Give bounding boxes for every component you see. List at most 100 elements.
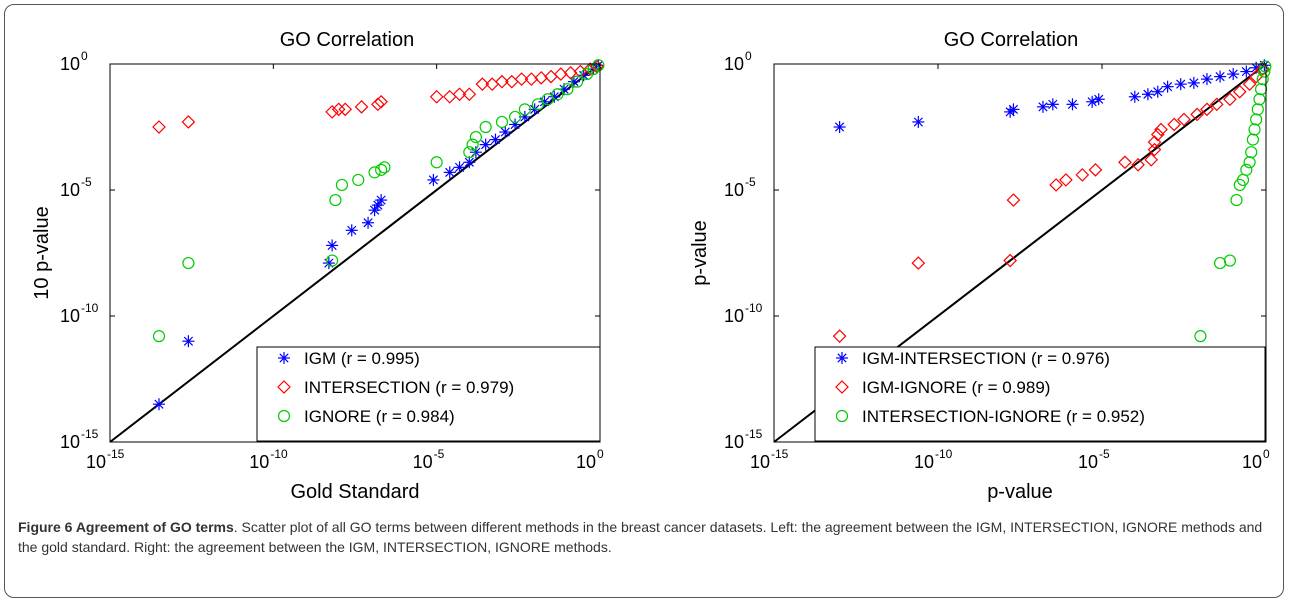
y-tick-exponent: -10 [745, 301, 763, 315]
data-point [1252, 104, 1263, 115]
data-point [1093, 93, 1105, 105]
y-tick-exponent: -10 [81, 301, 99, 315]
data-point [444, 91, 456, 103]
x-tick-label: 10 [1078, 452, 1098, 472]
x-tick-label: 10 [249, 452, 269, 472]
data-point [362, 217, 374, 229]
data-point [183, 258, 194, 269]
right-legend: IGM-INTERSECTION (r = 0.976) IGM-IGNORE … [815, 347, 1265, 441]
data-point [912, 257, 924, 269]
y-tick-exponent: 0 [745, 49, 752, 63]
data-point [1007, 194, 1019, 206]
x-tick-label: 10 [914, 452, 934, 472]
data-point [1214, 71, 1226, 83]
data-point [330, 195, 341, 206]
data-point [353, 174, 364, 185]
x-tick-exponent: -5 [1099, 447, 1110, 461]
x-tick-exponent: -5 [434, 447, 445, 461]
left-legend-item-intersection: INTERSECTION (r = 0.979) [304, 378, 514, 397]
data-point [454, 161, 466, 173]
right-legend-item-igm-intersection: IGM-INTERSECTION (r = 0.976) [862, 349, 1110, 368]
left-plot-title: GO Correlation [280, 29, 415, 51]
y-tick-label: 10 [724, 306, 744, 326]
x-tick-exponent: 0 [597, 447, 604, 461]
data-point [431, 157, 442, 168]
data-point [535, 72, 547, 84]
x-tick-exponent: -15 [771, 447, 789, 461]
data-point [480, 122, 491, 133]
data-point [1251, 114, 1262, 125]
y-tick-exponent: -5 [81, 175, 92, 189]
right-plot: GO Correlation 10 -15 10 -10 10 -5 10 010 -1510-… [689, 29, 1271, 503]
data-point [538, 96, 550, 108]
data-point [1037, 101, 1049, 113]
data-point [834, 330, 846, 342]
data-point [427, 174, 439, 186]
y-tick-exponent: 0 [81, 49, 88, 63]
data-point [1247, 134, 1258, 145]
data-point [1246, 147, 1257, 158]
data-point [1256, 84, 1267, 95]
data-point [182, 116, 194, 128]
y-tick-exponent: -15 [81, 427, 99, 441]
data-point [1231, 195, 1242, 206]
left-x-axis-label: Gold Standard [291, 481, 420, 503]
data-point [1152, 86, 1164, 98]
data-point [1162, 81, 1174, 93]
data-point [834, 121, 846, 133]
data-point [182, 335, 194, 347]
x-tick-exponent: 0 [1263, 447, 1270, 461]
data-point [431, 91, 443, 103]
data-point [1119, 156, 1131, 168]
data-point [1129, 91, 1141, 103]
data-point [545, 71, 557, 83]
data-point [1195, 331, 1206, 342]
data-point [1201, 73, 1213, 85]
x-tick-label: 10 [413, 452, 433, 472]
data-point [154, 331, 165, 342]
data-point [497, 116, 508, 127]
x-tick-label: 10 [1242, 452, 1262, 472]
data-point [326, 106, 338, 118]
legend-marker-star [836, 352, 848, 364]
left-plot: GO Correlation 10 -15 10 -10 10 -5 10 010 -1510-… [31, 29, 604, 503]
y-tick-label: 10 [724, 180, 744, 200]
data-point [153, 121, 165, 133]
data-point [470, 146, 482, 158]
right-legend-item-intersection-ignore: INTERSECTION-IGNORE (r = 0.952) [862, 407, 1145, 426]
data-point [555, 68, 567, 80]
data-point [1188, 77, 1200, 89]
data-point [1224, 255, 1235, 266]
y-tick-label: 10 [60, 306, 80, 326]
data-point [323, 257, 335, 269]
right-plot-title: GO Correlation [944, 29, 1079, 51]
data-point [1076, 169, 1088, 181]
data-point [1089, 164, 1101, 176]
x-tick-exponent: -15 [107, 447, 125, 461]
y-tick-exponent: -5 [745, 175, 756, 189]
left-y-axis-label: 10 p-value [31, 206, 53, 299]
y-tick-exponent: -15 [745, 427, 763, 441]
data-point [480, 139, 492, 151]
x-tick-exponent: -10 [270, 447, 288, 461]
caption-title: Figure 6 Agreement of GO terms [18, 519, 234, 535]
x-tick-label: 10 [86, 452, 106, 472]
data-point [548, 91, 560, 103]
right-y-axis-label: p-value [689, 220, 711, 286]
right-legend-item-igm-ignore: IGM-IGNORE (r = 0.989) [862, 378, 1050, 397]
data-point [489, 134, 501, 146]
data-point [356, 101, 368, 113]
data-point [1047, 98, 1059, 110]
data-point [1249, 124, 1260, 135]
legend-marker-star [278, 352, 290, 364]
y-tick-label: 10 [724, 432, 744, 452]
left-legend-item-ignore: IGNORE (r = 0.984) [304, 407, 455, 426]
y-tick-label: 10 [60, 54, 80, 74]
data-point [1227, 68, 1239, 80]
data-point [1215, 258, 1226, 269]
data-point [376, 164, 387, 175]
data-point [1254, 94, 1265, 105]
y-tick-label: 10 [724, 54, 744, 74]
data-point [346, 224, 358, 236]
